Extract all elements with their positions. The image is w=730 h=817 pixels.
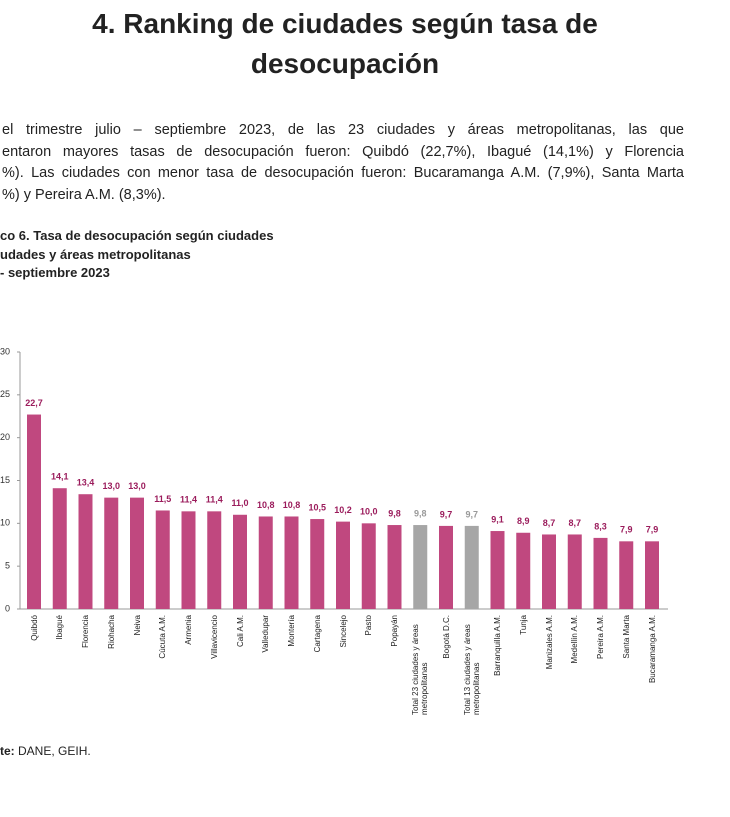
value-label: 10,0 (360, 507, 378, 517)
value-label: 11,5 (154, 494, 171, 504)
value-label: 9,7 (440, 509, 453, 519)
x-tick-label: Quibdó (29, 615, 39, 641)
source: te: DANE, GEIH. (0, 744, 91, 758)
paragraph-line: entaron mayores tasas de desocupación fu… (2, 143, 684, 160)
x-tick-label: Valledupar (261, 615, 271, 653)
value-label: 8,7 (568, 518, 581, 528)
value-label: 13,0 (128, 481, 146, 491)
source-label: te: (0, 744, 15, 758)
value-label: 10,2 (334, 505, 352, 515)
paragraph-line: %). Las ciudades con menor tasa de desoc… (2, 165, 684, 181)
y-tick-label: 30 (0, 346, 10, 356)
x-tick-label: Medellín A.M. (570, 615, 580, 664)
x-tick-label: Santa Marta (621, 615, 631, 659)
bar (361, 523, 376, 609)
paragraph-line: el trimestre julio – septiembre 2023, de… (2, 122, 684, 138)
x-tick-label: Cúcuta A.M. (158, 615, 168, 659)
y-tick-label: 25 (0, 389, 10, 399)
y-tick-label: 15 (0, 475, 10, 485)
x-tick-label: Cartagena (312, 615, 322, 653)
chart-title: co 6. Tasa de desocupación según ciudade… (0, 228, 274, 243)
x-tick-label: Cali A.M. (235, 615, 245, 648)
value-label: 13,0 (102, 481, 120, 491)
value-label: 11,0 (231, 498, 248, 508)
value-label: 13,4 (77, 478, 95, 488)
x-tick-label: Bucaramanga A.M. (647, 615, 657, 684)
source-text: DANE, GEIH. (18, 744, 91, 758)
bar (155, 510, 170, 609)
bar (52, 488, 67, 609)
value-label: 8,7 (543, 518, 556, 528)
bar (130, 497, 144, 609)
value-label: 7,9 (620, 525, 633, 535)
bar (336, 521, 350, 609)
title: desocupación (250, 48, 440, 79)
paragraph-line: %) y Pereira A.M. (8,3%). (2, 186, 166, 203)
x-tick-label: Riohacha (106, 615, 116, 649)
value-label: 9,7 (465, 509, 478, 519)
x-tick-label: Bogotá D.C. (441, 615, 451, 659)
value-label: 8,3 (594, 521, 607, 531)
x-tick-label: Florencia (81, 615, 90, 648)
value-label: 10,5 (308, 502, 326, 512)
bar (516, 532, 531, 609)
value-label: 10,8 (283, 500, 301, 510)
bar (27, 414, 41, 609)
bar (542, 534, 556, 609)
value-label: 9,1 (491, 514, 504, 524)
x-tick-label: Ibagué (55, 615, 65, 640)
bar (593, 537, 608, 609)
chart-title: udades y áreas metropolitanas (0, 246, 191, 262)
value-label: 8,9 (517, 516, 530, 526)
bar (413, 525, 428, 609)
bar (310, 519, 325, 609)
bar (645, 541, 659, 609)
bar (207, 511, 222, 609)
bar (619, 541, 634, 609)
value-label: 9,8 (414, 508, 427, 518)
y-tick-label: 0 (5, 603, 10, 613)
x-tick-label: Montería (287, 615, 296, 647)
bar (233, 514, 247, 609)
bar (284, 516, 299, 609)
y-tick-label: 5 (5, 561, 10, 571)
x-tick-label: Pereira A.M. (596, 615, 605, 660)
y-tick-label: 20 (0, 432, 10, 442)
bar (387, 525, 402, 609)
value-label: 22,7 (25, 398, 43, 408)
bar (464, 525, 479, 609)
x-tick-label: Total 13 ciudades y áreas metropolitanas (462, 624, 481, 715)
y-tick-label: 10 (0, 518, 10, 528)
x-tick-label: Villavicencio (209, 615, 219, 659)
x-tick-label: Manizales A.M. (544, 615, 554, 670)
value-label: 11,4 (180, 495, 197, 505)
value-label: 14,1 (51, 472, 69, 482)
title: 4. Ranking de ciudades según tasa de (92, 8, 598, 39)
x-tick-label: Tunja (518, 615, 528, 635)
bar (490, 531, 505, 609)
bar (181, 511, 196, 609)
x-tick-label: Barranquilla A.M. (493, 615, 502, 676)
bar (258, 516, 273, 609)
value-label: 11,4 (206, 495, 223, 505)
x-tick-label: Neiva (132, 615, 142, 636)
chart-title: - septiembre 2023 (0, 265, 110, 280)
bar (439, 525, 453, 609)
bar (104, 497, 119, 609)
x-tick-label: Popayán (390, 615, 399, 647)
x-tick-label: Armenia (184, 615, 193, 645)
value-label: 10,8 (257, 500, 275, 510)
x-tick-label: Sincelejo (338, 615, 348, 648)
value-label: 9,8 (388, 508, 401, 518)
x-tick-label: Total 23 ciudades y áreas metropolitanas (411, 624, 430, 715)
x-tick-label: Pasto (364, 615, 374, 636)
bar (567, 534, 582, 609)
value-label: 7,9 (646, 525, 659, 535)
bar (78, 494, 93, 609)
